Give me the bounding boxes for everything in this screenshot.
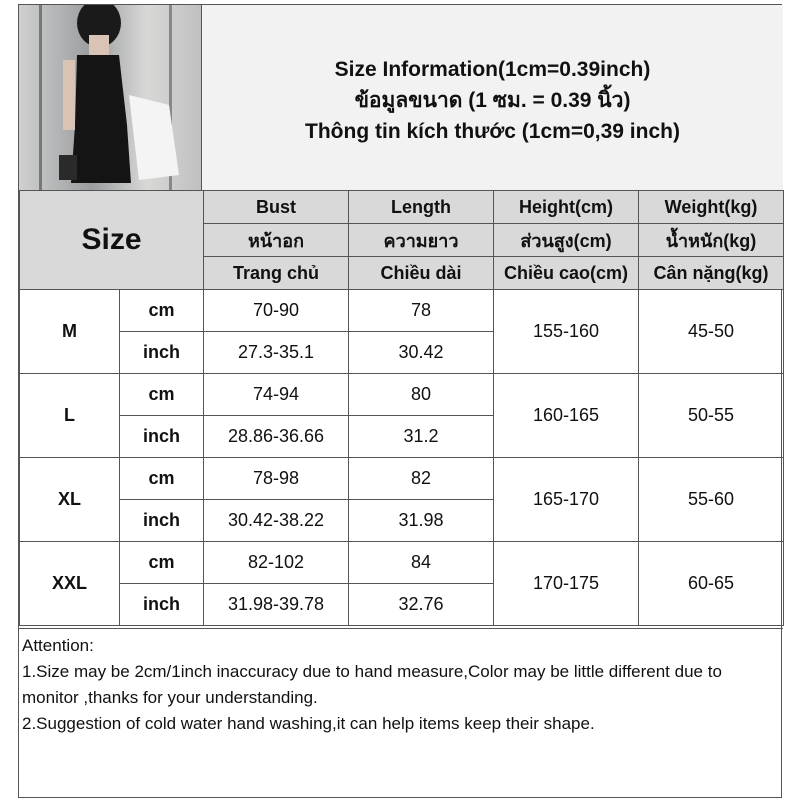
col-header: Length [348, 190, 494, 224]
bust-cm: 74-94 [203, 373, 349, 416]
weight-range: 50-55 [638, 373, 784, 458]
length-inch: 31.98 [348, 499, 494, 542]
unit-label-cm: cm [119, 457, 204, 500]
height-range: 165-170 [493, 457, 639, 542]
col-header: ความยาว [348, 223, 494, 257]
unit-label-inch: inch [119, 499, 204, 542]
bust-inch: 31.98-39.78 [203, 583, 349, 626]
length-cm: 80 [348, 373, 494, 416]
col-header: น้ำหนัก(kg) [638, 223, 784, 257]
dress-model-image [39, 5, 179, 190]
table-row-inch: inch 28.86-36.66 31.2 [20, 415, 784, 458]
length-cm: 78 [348, 289, 494, 332]
unit-label-inch: inch [119, 331, 204, 374]
col-header: ส่วนสูง(cm) [493, 223, 639, 257]
size-header: Size [19, 190, 204, 290]
unit-label-cm: cm [119, 289, 204, 332]
size-info-title: Size Information(1cm=0.39inch) ข้อมูลขนา… [202, 5, 783, 190]
unit-label-inch: inch [119, 583, 204, 626]
col-header: Height(cm) [493, 190, 639, 224]
bust-inch: 27.3-35.1 [203, 331, 349, 374]
title-vietnamese: Thông tin kích thước (1cm=0,39 inch) [305, 120, 680, 143]
col-header: Chiều dài [348, 256, 494, 290]
attention-heading: Attention: [22, 636, 94, 655]
col-header: Trang chủ [203, 256, 349, 290]
table-row-cm: XL cm 78-98 82 165-170 55-60 [19, 457, 784, 542]
col-header: หน้าอก [203, 223, 349, 257]
unit-label-inch: inch [119, 415, 204, 458]
size-label: M [19, 289, 120, 374]
table-row-cm: L cm 74-94 80 160-165 50-55 [19, 373, 784, 458]
length-inch: 32.76 [348, 583, 494, 626]
table-row-cm: M cm 70-90 78 155-160 45-50 [19, 289, 784, 374]
attention-note-1: 1.Size may be 2cm/1inch inaccuracy due t… [22, 662, 722, 707]
bust-inch: 28.86-36.66 [203, 415, 349, 458]
length-cm: 84 [348, 541, 494, 584]
col-header: Chiều cao(cm) [493, 256, 639, 290]
col-header: Bust [203, 190, 349, 224]
title-english: Size Information(1cm=0.39inch) [334, 58, 651, 81]
size-label: XL [19, 457, 120, 542]
unit-label-cm: cm [119, 373, 204, 416]
col-header: Weight(kg) [638, 190, 784, 224]
size-label: L [19, 373, 120, 458]
weight-range: 45-50 [638, 289, 784, 374]
length-cm: 82 [348, 457, 494, 500]
bust-cm: 82-102 [203, 541, 349, 584]
header-row-thai: หน้าอก ความยาว ส่วนสูง(cm) น้ำหนัก(kg) [20, 223, 784, 257]
size-table: Size Bust Length Height(cm) Weight(kg) ห… [19, 190, 784, 626]
weight-range: 55-60 [638, 457, 784, 542]
table-row-inch: inch 30.42-38.22 31.98 [20, 499, 784, 542]
table-row-cm: XXL cm 82-102 84 170-175 60-65 [19, 541, 784, 626]
header-row-vietnamese: Trang chủ Chiều dài Chiều cao(cm) Cân nặ… [20, 256, 784, 290]
height-range: 170-175 [493, 541, 639, 626]
size-label: XXL [19, 541, 120, 626]
length-inch: 30.42 [348, 331, 494, 374]
attention-notes: Attention: 1.Size may be 2cm/1inch inacc… [19, 628, 783, 741]
title-thai: ข้อมูลขนาด (1 ซม. = 0.39 นิ้ว) [354, 89, 631, 112]
bust-cm: 78-98 [203, 457, 349, 500]
unit-label-cm: cm [119, 541, 204, 584]
bust-inch: 30.42-38.22 [203, 499, 349, 542]
header-row-english: Size Bust Length Height(cm) Weight(kg) [19, 190, 784, 290]
height-range: 160-165 [493, 373, 639, 458]
size-chart: Size Information(1cm=0.39inch) ข้อมูลขนา… [18, 4, 784, 798]
height-range: 155-160 [493, 289, 639, 374]
table-row-inch: inch 31.98-39.78 32.76 [20, 583, 784, 626]
product-photo [19, 5, 202, 190]
weight-range: 60-65 [638, 541, 784, 626]
col-header: Cân nặng(kg) [638, 256, 784, 290]
table-row-inch: inch 27.3-35.1 30.42 [20, 331, 784, 374]
length-inch: 31.2 [348, 415, 494, 458]
bust-cm: 70-90 [203, 289, 349, 332]
attention-note-2: 2.Suggestion of cold water hand washing,… [22, 714, 595, 733]
